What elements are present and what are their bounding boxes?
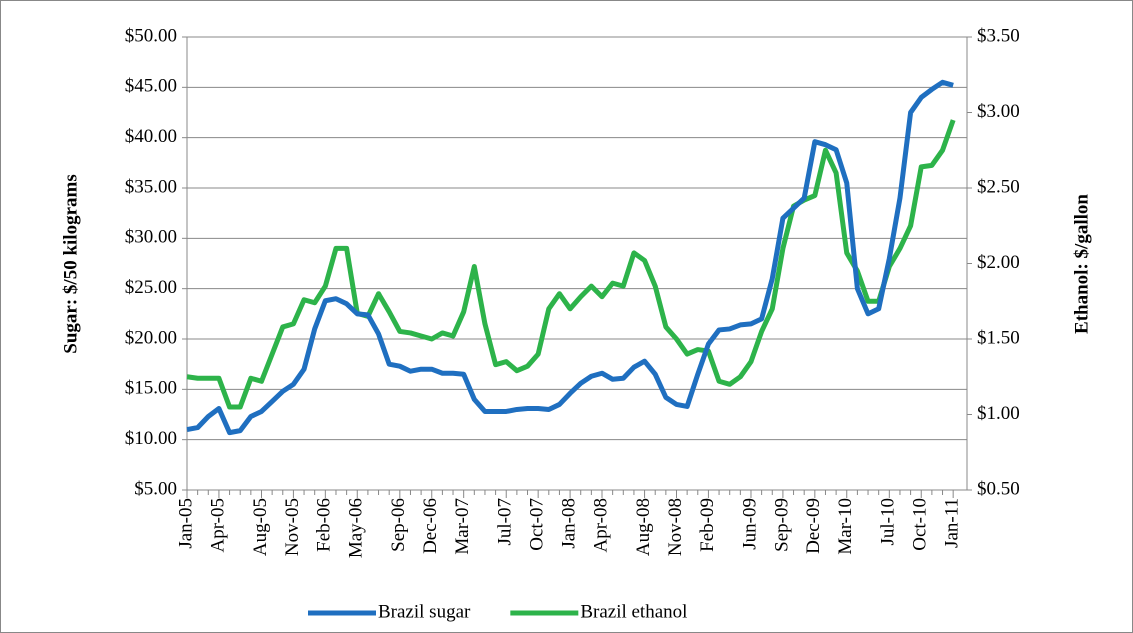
x-tick-label: Jan-08 bbox=[558, 498, 579, 549]
y2-tick-label: $3.00 bbox=[977, 101, 1020, 122]
y2-axis-title: Ethanol: $/gallon bbox=[1071, 194, 1092, 334]
x-tick-label: Nov-05 bbox=[282, 498, 303, 556]
y2-tick-label: $0.50 bbox=[977, 478, 1020, 499]
y-tick-label: $45.00 bbox=[125, 76, 177, 97]
y-tick-label: $10.00 bbox=[125, 428, 177, 449]
x-tick-label: Oct-10 bbox=[910, 498, 931, 551]
y-tick-label: $20.00 bbox=[125, 327, 177, 348]
x-tick-label: Jul-10 bbox=[878, 498, 899, 546]
x-tick-label: Dec-06 bbox=[420, 498, 441, 554]
x-tick-label: Mar-07 bbox=[452, 498, 473, 555]
x-tick-label: Sep-06 bbox=[388, 498, 409, 552]
x-tick-label: Sep-09 bbox=[771, 498, 792, 552]
y-axis-title: Sugar: $/50 kilograms bbox=[60, 174, 81, 353]
series-line bbox=[186, 79, 954, 436]
x-tick-label: Feb-06 bbox=[314, 498, 335, 552]
x-tick-label: Jun-09 bbox=[739, 498, 760, 550]
y2-tick-label: $2.50 bbox=[977, 176, 1020, 197]
series-line bbox=[186, 119, 956, 410]
y-tick-label: $50.00 bbox=[125, 25, 177, 46]
y-tick-label: $15.00 bbox=[125, 378, 177, 399]
legend-label: Brazil sugar bbox=[378, 601, 471, 622]
y-tick-label: $40.00 bbox=[125, 126, 177, 147]
x-tick-label: Apr-08 bbox=[590, 498, 611, 553]
y2-tick-label: $1.50 bbox=[977, 327, 1020, 348]
y2-tick-label: $2.00 bbox=[977, 252, 1020, 273]
y2-tick-label: $1.00 bbox=[977, 403, 1020, 424]
y-tick-label: $25.00 bbox=[125, 277, 177, 298]
y-tick-label: $35.00 bbox=[125, 176, 177, 197]
x-tick-label: Apr-05 bbox=[207, 498, 228, 553]
x-tick-label: Jul-07 bbox=[495, 498, 516, 546]
x-tick-label: Aug-08 bbox=[633, 498, 654, 556]
y-tick-label: $30.00 bbox=[125, 227, 177, 248]
x-tick-label: May-06 bbox=[346, 498, 367, 558]
x-tick-label: Mar-10 bbox=[835, 498, 856, 555]
x-tick-label: Jan-05 bbox=[175, 498, 196, 549]
x-tick-label: Nov-08 bbox=[665, 498, 686, 556]
legend-label: Brazil ethanol bbox=[580, 601, 687, 622]
x-tick-label: Jan-11 bbox=[942, 498, 963, 548]
y-tick-label: $5.00 bbox=[134, 478, 177, 499]
x-tick-label: Aug-05 bbox=[250, 498, 271, 556]
y2-tick-label: $3.50 bbox=[977, 25, 1020, 46]
x-tick-label: Dec-09 bbox=[803, 498, 824, 554]
x-tick-label: Oct-07 bbox=[527, 498, 548, 551]
x-tick-label: Feb-09 bbox=[697, 498, 718, 552]
